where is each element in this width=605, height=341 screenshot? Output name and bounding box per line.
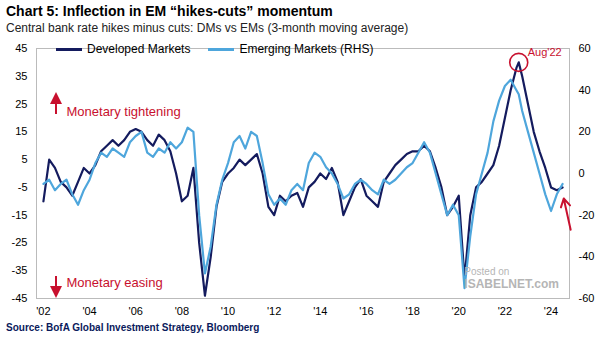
svg-text:15: 15 — [15, 125, 27, 137]
html-text:Developed Markets: Developed Markets — [87, 42, 191, 56]
svg-text:'08: '08 — [175, 305, 189, 317]
svg-text:'06: '06 — [129, 305, 143, 317]
html-text:Chart 5: Inflection in EM “hik: Chart 5: Inflection in EM “hikes-cuts” m… — [6, 3, 333, 19]
svg-text:'18: '18 — [405, 305, 419, 317]
svg-text:'12: '12 — [267, 305, 281, 317]
html-text:Source: BofA Global Investment: Source: BofA Global Investment Strategy,… — [6, 322, 260, 333]
svg-text:-60: -60 — [579, 292, 595, 304]
svg-text:Aug'22: Aug'22 — [528, 46, 562, 58]
html-text:Central bank rate hikes minus: Central bank rate hikes minus cuts: DMs … — [6, 21, 409, 35]
svg-text:35: 35 — [15, 70, 27, 82]
svg-text:'22: '22 — [498, 305, 512, 317]
html-text:Posted on: Posted on — [464, 266, 510, 277]
svg-text:'24: '24 — [544, 305, 558, 317]
svg-text:'16: '16 — [359, 305, 373, 317]
svg-text:-45: -45 — [12, 292, 28, 304]
svg-text:-5: -5 — [18, 181, 28, 193]
svg-text:0: 0 — [579, 167, 585, 179]
svg-text:-40: -40 — [579, 250, 595, 262]
svg-text:45: 45 — [15, 42, 27, 54]
html-text:Emerging Markets (RHS): Emerging Markets (RHS) — [239, 42, 374, 56]
svg-text:'14: '14 — [313, 305, 327, 317]
html-text:ISABELNET.com: ISABELNET.com — [464, 277, 559, 291]
svg-text:-20: -20 — [579, 209, 595, 221]
svg-text:40: 40 — [579, 84, 591, 96]
svg-text:'20: '20 — [452, 305, 466, 317]
svg-text:-35: -35 — [12, 264, 28, 276]
svg-text:5: 5 — [21, 153, 27, 165]
svg-text:-25: -25 — [12, 236, 28, 248]
svg-text:Monetary tightening: Monetary tightening — [67, 104, 181, 119]
svg-text:-15: -15 — [12, 209, 28, 221]
svg-text:Monetary easing: Monetary easing — [67, 275, 163, 290]
svg-text:25: 25 — [15, 98, 27, 110]
svg-text:'10: '10 — [221, 305, 235, 317]
svg-text:60: 60 — [579, 42, 591, 54]
svg-text:20: 20 — [579, 125, 591, 137]
svg-text:'02: '02 — [36, 305, 50, 317]
svg-text:'04: '04 — [82, 305, 96, 317]
